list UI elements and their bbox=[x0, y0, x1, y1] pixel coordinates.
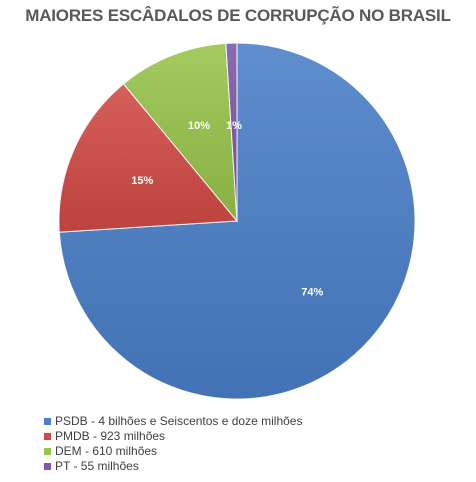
legend-swatch-1 bbox=[44, 418, 51, 425]
legend-item-1: PSDB - 4 bilhões e Seiscentos e doze mil… bbox=[44, 414, 302, 429]
legend-swatch-3 bbox=[44, 448, 51, 455]
legend-label-1: PSDB - 4 bilhões e Seiscentos e doze mil… bbox=[55, 414, 303, 428]
data-label-4: 1% bbox=[226, 120, 242, 132]
chart-title: MAIORES ESCÂDALOS DE CORRUPÇÃO NO BRASIL bbox=[25, 6, 451, 25]
data-label-2: 15% bbox=[131, 175, 153, 187]
legend-item-3: DEM - 610 milhões bbox=[44, 444, 302, 459]
legend-label-3: DEM - 610 milhões bbox=[55, 444, 158, 458]
legend-item-2: PMDB - 923 milhões bbox=[44, 429, 302, 444]
legend-swatch-4 bbox=[44, 463, 51, 470]
data-label-1: 74% bbox=[301, 287, 323, 299]
legend-label-2: PMDB - 923 milhões bbox=[55, 429, 166, 443]
legend-label-4: PT - 55 milhões bbox=[55, 459, 139, 473]
legend-item-4: PT - 55 milhões bbox=[44, 459, 302, 474]
legend-swatch-2 bbox=[44, 433, 51, 440]
pie-slices bbox=[58, 42, 416, 400]
legend: PSDB - 4 bilhões e Seiscentos e doze mil… bbox=[44, 414, 302, 474]
pie-data-labels: 74% 15% 10% 1% bbox=[131, 120, 323, 299]
data-label-3: 10% bbox=[188, 120, 210, 132]
